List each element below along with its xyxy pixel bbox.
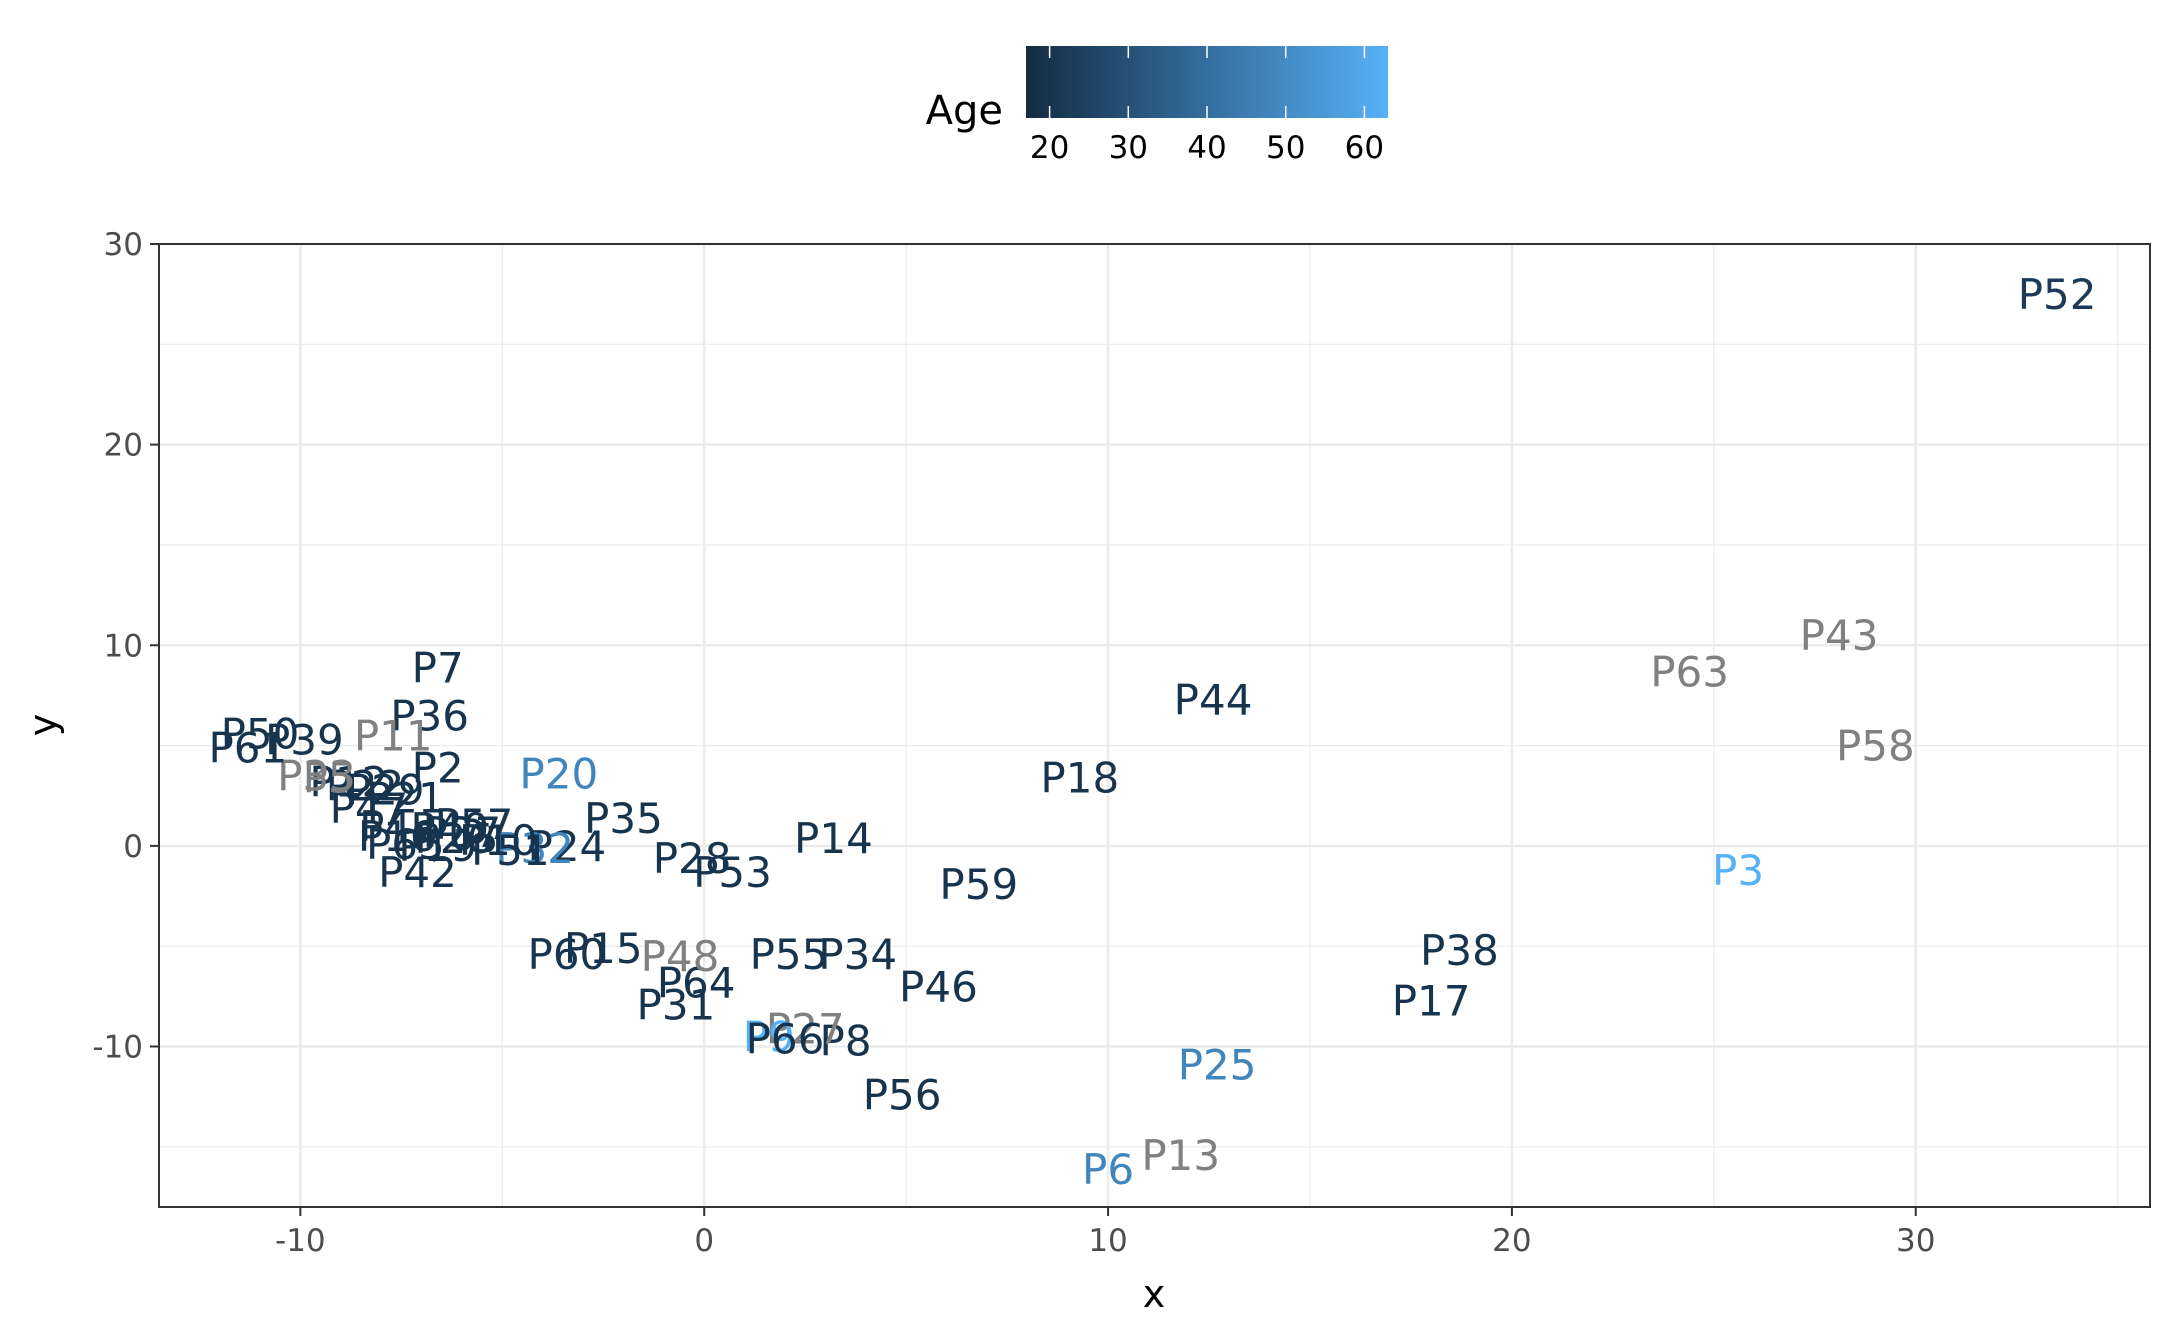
point-label-p40: P40 [410, 804, 489, 853]
point-label-p27: P27 [766, 1004, 845, 1053]
point-label-p19: P19 [398, 822, 477, 871]
y-tick-label: 10 [104, 628, 143, 664]
legend-tick-label: 60 [1345, 130, 1384, 166]
point-label-p46: P46 [899, 962, 978, 1011]
point-label-p43: P43 [1800, 611, 1879, 660]
point-label-p4: P4 [359, 802, 411, 851]
point-label-p53: P53 [693, 848, 772, 897]
point-label-p44: P44 [1174, 675, 1253, 724]
point-label-p33: P33 [277, 752, 356, 801]
point-label-p65: P65 [366, 820, 445, 869]
point-label-p55: P55 [750, 930, 829, 979]
x-tick-label: 30 [1896, 1223, 1935, 1259]
point-label-p16: P16 [358, 812, 437, 861]
legend-tick-label: 40 [1187, 130, 1226, 166]
point-label-p14: P14 [794, 814, 873, 863]
point-label-p9: P9 [743, 1012, 795, 1061]
x-tick-label: 20 [1492, 1223, 1531, 1259]
point-label-p32: P32 [495, 824, 574, 873]
point-label-p26: P26 [414, 814, 493, 863]
point-label-p10: P10 [459, 816, 538, 865]
point-label-p31: P31 [637, 980, 716, 1029]
x-axis-title: x [1143, 1272, 1166, 1316]
point-label-p50: P50 [221, 710, 300, 759]
legend-tick-label: 50 [1266, 130, 1305, 166]
point-label-p51: P51 [471, 826, 550, 875]
x-axis: -10 0 10 20 30 [275, 1207, 1935, 1259]
legend-tick-label: 30 [1109, 130, 1148, 166]
point-label-p58: P58 [1836, 722, 1915, 771]
y-axis-title: y [21, 714, 65, 737]
point-label-p64: P64 [657, 958, 736, 1007]
y-tick-label: 0 [123, 829, 143, 865]
point-label-p13: P13 [1141, 1131, 1220, 1180]
point-label-p61: P61 [208, 724, 287, 773]
point-label-p42: P42 [378, 848, 457, 897]
point-label-p21: P21 [366, 774, 445, 823]
grid-minor [159, 244, 2150, 1207]
point-label-p56: P56 [863, 1071, 942, 1120]
point-label-p47: P47 [330, 784, 409, 833]
point-label-p52: P52 [2018, 270, 2097, 319]
point-label-p12: P12 [309, 758, 388, 807]
point-label-p7: P7 [412, 643, 464, 692]
legend-ticks: 20 30 40 50 60 [1030, 46, 1384, 166]
point-label-p5: P5 [303, 754, 355, 803]
y-tick-label: 30 [104, 227, 143, 263]
point-label-p38: P38 [1420, 926, 1499, 975]
point-label-p25: P25 [1178, 1041, 1257, 1090]
point-label-p39: P39 [265, 716, 344, 765]
y-tick-label: -10 [92, 1030, 143, 1066]
x-tick-label: -10 [275, 1223, 326, 1259]
point-label-p11: P11 [354, 712, 433, 761]
point-label-p29: P29 [346, 766, 425, 815]
point-label-p35: P35 [584, 794, 663, 843]
point-label-p20: P20 [519, 750, 598, 799]
point-label-p22: P22 [326, 762, 405, 811]
point-label-p2: P2 [412, 744, 464, 793]
x-tick-label: 10 [1088, 1223, 1127, 1259]
point-label-p28: P28 [653, 834, 732, 883]
point-label-p3: P3 [1712, 846, 1764, 895]
point-label-p24: P24 [528, 822, 607, 871]
legend: Age 20 30 40 50 60 [926, 46, 1388, 166]
point-label-p6: P6 [1082, 1145, 1134, 1194]
point-label-p34: P34 [818, 930, 897, 979]
point-label-p37: P37 [422, 808, 501, 857]
legend-tick-label: 20 [1030, 130, 1069, 166]
y-axis: -10 0 10 20 30 [92, 227, 159, 1066]
point-label-p66: P66 [746, 1014, 825, 1063]
point-label-p63: P63 [1650, 647, 1729, 696]
point-label-p57: P57 [435, 800, 514, 849]
legend-title: Age [926, 88, 1003, 134]
point-label-p36: P36 [390, 691, 469, 740]
panel-border [158, 243, 2151, 1208]
point-label-p48: P48 [641, 932, 720, 981]
point-label-p15: P15 [564, 924, 643, 973]
point-label-p60: P60 [528, 930, 607, 979]
point-label-p17: P17 [1392, 976, 1471, 1025]
y-tick-label: 20 [104, 428, 143, 464]
point-label-p8: P8 [820, 1016, 872, 1065]
point-label-p18: P18 [1040, 754, 1119, 803]
point-label-p59: P59 [939, 860, 1018, 909]
x-tick-label: 0 [694, 1223, 714, 1259]
